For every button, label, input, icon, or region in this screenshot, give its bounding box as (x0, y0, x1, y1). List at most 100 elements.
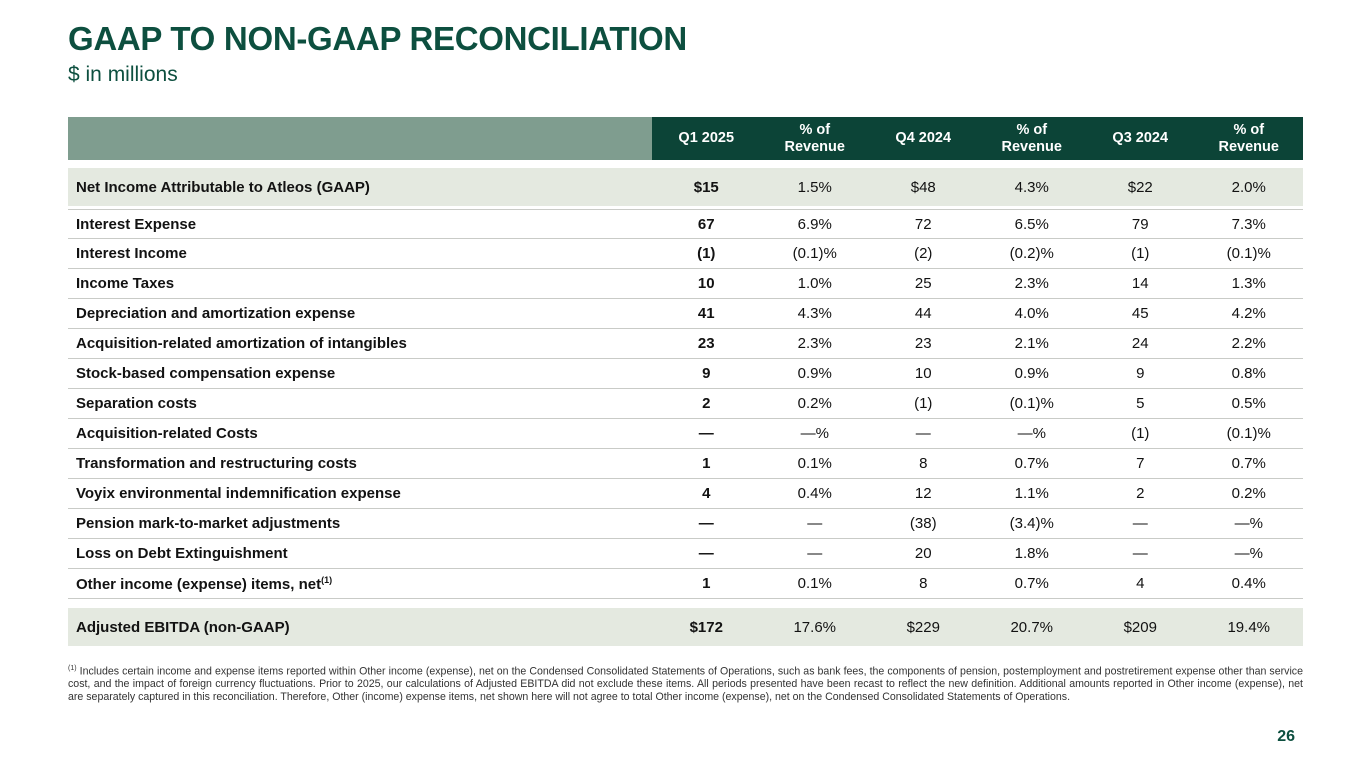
table-row: Interest Expense 67 6.9% 72 6.5% 79 7.3% (68, 209, 1303, 239)
row-label: Stock-based compensation expense (76, 365, 336, 382)
value-cell: 2.0% (1231, 178, 1266, 196)
value-cell: 0.9% (797, 365, 832, 382)
value-cell: 45 (1131, 305, 1149, 322)
value-cell: 4.3% (797, 305, 832, 322)
value-cell: 67 (697, 215, 715, 233)
footnote-marker: (1) (68, 665, 77, 672)
value-cell: 8 (919, 575, 928, 592)
value-cell: 1.0% (797, 275, 832, 292)
table-row: Acquisition-related Costs — —% — —% (1) (0.1)% (68, 419, 1303, 449)
value-cell: $15 (693, 178, 719, 196)
value-cell: 0.7% (1014, 455, 1049, 472)
value-cell: — (698, 545, 714, 562)
value-cell: 0.8% (1231, 365, 1266, 382)
row-label: Other income (expense) items, net(1) (76, 574, 333, 593)
value-cell: 0.5% (1231, 395, 1266, 412)
value-cell: 4.0% (1014, 305, 1049, 322)
row-label: Pension mark-to-market adjustments (76, 515, 341, 532)
value-cell: (0.1)% (1226, 245, 1271, 262)
table-row: Net Income Attributable to Atleos (GAAP)… (68, 168, 1303, 206)
footnote: (1) Includes certain income and expense … (68, 663, 1303, 704)
value-cell: 10 (697, 275, 715, 292)
value-cell: —% (1234, 515, 1263, 532)
value-cell: —% (1017, 425, 1046, 442)
value-cell: (0.1)% (792, 245, 837, 262)
value-cell: — (807, 545, 823, 562)
row-label: Transformation and restructuring costs (76, 455, 357, 472)
value-cell: — (698, 425, 714, 442)
units-subtitle: $ in millions (68, 63, 178, 86)
value-cell: — (698, 515, 714, 532)
value-cell: 4.2% (1231, 305, 1266, 322)
value-cell: 2.3% (797, 335, 832, 352)
row-label: Interest Expense (76, 215, 197, 233)
value-cell: 23 (697, 335, 715, 352)
table-row: Voyix environmental indemnification expe… (68, 479, 1303, 509)
value-cell: 7 (1136, 455, 1145, 472)
value-cell: 10 (914, 365, 932, 382)
value-cell: 24 (1131, 335, 1149, 352)
table-row: Interest Income (1) (0.1)% (2) (0.2)% (1) (0.1… (68, 239, 1303, 269)
row-label: Voyix environmental indemnification expe… (76, 485, 401, 502)
column-header: % of Revenue (1194, 117, 1303, 160)
value-cell: 44 (914, 305, 932, 322)
value-cell: —% (800, 425, 829, 442)
value-cell: 1.1% (1014, 485, 1049, 502)
value-cell: (1) (1131, 245, 1150, 262)
table-rows-group: Interest Expense 67 6.9% 72 6.5% 79 7.3% Intere… (68, 209, 1303, 599)
value-cell: 0.7% (1014, 575, 1049, 592)
value-cell: 72 (914, 215, 932, 233)
row-label: Separation costs (76, 395, 197, 412)
value-cell: 4.3% (1014, 178, 1049, 196)
value-cell: (0.1)% (1009, 395, 1054, 412)
value-cell: (1) (914, 395, 933, 412)
value-cell: 4 (702, 485, 711, 502)
value-cell: 79 (1131, 215, 1149, 233)
table-row: Stock-based compensation expense 9 0.9% 10 0… (68, 359, 1303, 389)
table-row: Depreciation and amortization expense 41 4… (68, 299, 1303, 329)
column-header: Q3 2024 (1086, 117, 1195, 160)
value-cell: — (1132, 545, 1148, 562)
value-cell: 2 (702, 395, 711, 412)
value-cell: 20.7% (1010, 618, 1054, 636)
value-cell: 12 (914, 485, 932, 502)
row-label: Income Taxes (76, 275, 175, 292)
table-row: Adjusted EBITDA (non-GAAP) $172 17.6% $229 2… (68, 608, 1303, 646)
row-label: Depreciation and amortization expense (76, 305, 356, 322)
row-label: Net Income Attributable to Atleos (GAAP) (76, 178, 370, 196)
value-cell: 2.1% (1014, 335, 1049, 352)
reconciliation-table: Q1 2025% of Revenue Q4 2024% of Revenue Q3… (68, 117, 1303, 646)
value-cell: 1.3% (1231, 275, 1266, 292)
value-cell: 2.3% (1014, 275, 1049, 292)
table-row: Separation costs 2 0.2% (1) (0.1)% 5 0.5% (68, 389, 1303, 419)
page-title: GAAP TO NON-GAAP RECONCILIATION (68, 20, 687, 57)
row-label: Adjusted EBITDA (non-GAAP) (76, 618, 290, 636)
value-cell: —% (1234, 545, 1263, 562)
value-cell: (0.1)% (1226, 425, 1271, 442)
value-cell: 23 (914, 335, 932, 352)
value-cell: (38) (909, 515, 937, 532)
value-cell: (0.2)% (1009, 245, 1054, 262)
value-cell: 1.5% (797, 178, 832, 196)
value-cell: 9 (702, 365, 711, 382)
value-cell: $209 (1123, 618, 1157, 636)
value-cell: 17.6% (793, 618, 837, 636)
value-cell: 1 (702, 455, 711, 472)
value-cell: 0.9% (1014, 365, 1049, 382)
column-header: % of Revenue (760, 117, 869, 160)
column-header: % of Revenue (977, 117, 1086, 160)
value-cell: 8 (919, 455, 928, 472)
value-cell: 6.9% (797, 215, 832, 233)
value-cell: $22 (1127, 178, 1153, 196)
value-cell: 0.2% (1231, 485, 1266, 502)
table-header-row: Q1 2025% of Revenue Q4 2024% of Revenue Q3… (68, 117, 1303, 160)
value-cell: — (807, 515, 823, 532)
column-header: Q1 2025 (652, 117, 761, 160)
value-cell: 0.2% (797, 395, 832, 412)
value-cell: 14 (1131, 275, 1149, 292)
value-cell: (3.4)% (1009, 515, 1054, 532)
table-header-spacer (68, 117, 652, 160)
value-cell: — (915, 425, 931, 442)
value-cell: 6.5% (1014, 215, 1049, 233)
column-header: Q4 2024 (869, 117, 978, 160)
